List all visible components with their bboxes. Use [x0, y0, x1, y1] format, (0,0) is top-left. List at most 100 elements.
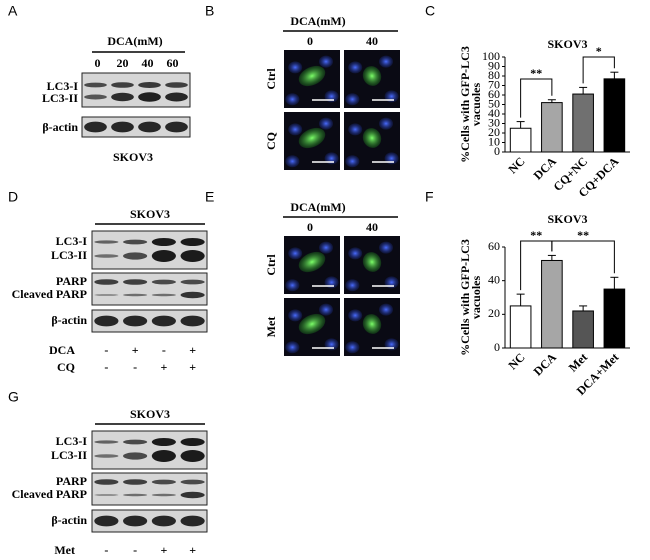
- blot-band: [123, 493, 148, 497]
- treatment-label: DCA(mM): [290, 200, 345, 214]
- nucleus: [345, 93, 360, 106]
- treatment-label: CQ: [57, 360, 75, 374]
- blot-band: [94, 294, 119, 296]
- panel-letter: G: [8, 389, 19, 405]
- panel-letter: C: [425, 3, 435, 19]
- blot-band: [94, 440, 119, 444]
- y-tick-label: 30: [488, 115, 500, 129]
- blot-band: [180, 315, 205, 327]
- treatment-sign: -: [104, 343, 108, 357]
- blot-band: [151, 279, 176, 285]
- bar: [509, 127, 532, 153]
- y-axis-label: vacuoles: [469, 83, 483, 127]
- y-tick-label: 10: [488, 134, 500, 148]
- y-tick-label: 40: [488, 272, 500, 286]
- significance-bracket: [551, 240, 615, 274]
- dose-label: 40: [366, 34, 378, 48]
- y-tick-label: 50: [488, 96, 500, 110]
- nucleus: [319, 303, 333, 316]
- blot-membrane: [91, 509, 208, 533]
- x-tick-label: Met: [566, 350, 591, 375]
- treatment-sign: -: [162, 343, 166, 357]
- nucleus: [288, 61, 303, 74]
- cell: [298, 313, 326, 335]
- nucleus: [288, 309, 303, 322]
- blot-membrane: [91, 230, 208, 270]
- significance-label: **: [577, 228, 589, 242]
- blot-band: [123, 239, 148, 245]
- blot-band: [84, 82, 107, 88]
- chart-title: SKOV3: [547, 37, 587, 51]
- blot-band: [151, 515, 176, 527]
- y-tick-label: 70: [488, 77, 500, 91]
- y-tick-label: 20: [488, 125, 500, 139]
- nucleus: [319, 55, 333, 68]
- nucleus: [288, 247, 303, 260]
- blot-membrane: [91, 472, 208, 506]
- significance-label: **: [530, 228, 542, 242]
- blot-band: [123, 293, 148, 297]
- row-label: PARP: [56, 274, 87, 288]
- row-label: Cleaved PARP: [12, 287, 87, 301]
- blot-band: [94, 240, 119, 244]
- cell-line: SKOV3: [130, 407, 170, 421]
- blot-band: [94, 454, 119, 458]
- blot-band: [111, 121, 134, 133]
- blot-band: [94, 254, 119, 258]
- y-axis-label: vacuoles: [469, 276, 483, 320]
- y-tick-label: 100: [482, 49, 500, 63]
- panel-letter: D: [8, 189, 18, 205]
- blot-band: [123, 479, 148, 485]
- blot-band: [180, 438, 205, 446]
- treatment-sign: -: [104, 360, 108, 374]
- dose-label: 0: [307, 34, 313, 48]
- blot-membrane: [91, 430, 208, 470]
- blot-band: [151, 315, 176, 327]
- nucleus: [285, 93, 300, 106]
- row-label: Cleaved PARP: [12, 487, 87, 501]
- row-label: PARP: [56, 474, 87, 488]
- x-tick-label: DCA: [531, 350, 560, 379]
- row-label: Met: [264, 317, 278, 338]
- blot-band: [151, 493, 176, 497]
- nucleus: [348, 123, 363, 136]
- row-label: Ctrl: [264, 68, 278, 90]
- treatment-sign: -: [133, 543, 137, 557]
- blot-band: [151, 293, 176, 297]
- row-label: LC3-I: [56, 234, 88, 248]
- y-tick-label: 20: [488, 306, 500, 320]
- row-label: LC3-II: [42, 91, 78, 105]
- chart-title: SKOV3: [547, 212, 587, 226]
- row-label: LC3-I: [56, 434, 88, 448]
- significance-label: **: [530, 66, 542, 80]
- cell-line: SKOV3: [130, 207, 170, 221]
- row-label: LC3-II: [51, 248, 87, 262]
- blot-band: [165, 92, 188, 102]
- blot-band: [111, 82, 134, 88]
- blot-band: [84, 94, 107, 100]
- panel-letter: F: [425, 189, 434, 205]
- blot-band: [151, 438, 176, 446]
- blot-band: [123, 252, 148, 260]
- dose-label: 60: [167, 56, 179, 70]
- cell: [362, 128, 382, 148]
- blot-band: [123, 515, 148, 527]
- y-tick-label: 60: [488, 87, 500, 101]
- nucleus: [285, 341, 300, 354]
- blot-band: [180, 491, 205, 499]
- row-label: β-actin: [51, 313, 87, 327]
- panel-letter: B: [205, 3, 214, 19]
- row-label: LC3-II: [51, 448, 87, 462]
- blot-band: [138, 92, 161, 102]
- blot-band: [94, 479, 119, 485]
- dose-label: 0: [95, 56, 101, 70]
- bar: [603, 78, 626, 153]
- treatment-sign: +: [189, 360, 196, 374]
- dose-label: 20: [117, 56, 129, 70]
- blot-membrane: [91, 272, 208, 306]
- blot-membrane: [81, 116, 191, 138]
- nucleus: [345, 279, 360, 292]
- nucleus: [319, 117, 333, 130]
- y-tick-label: 0: [494, 144, 500, 158]
